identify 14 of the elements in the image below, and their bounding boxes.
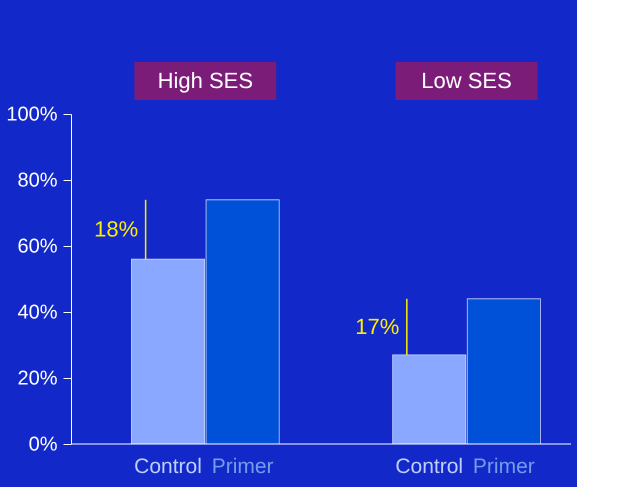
y-tick-label: 60% [17, 236, 58, 258]
x-tick-label: Control [134, 455, 202, 478]
x-tick-label: Primer [212, 455, 274, 478]
y-tick-label: 40% [17, 302, 58, 324]
annotation: 17% [355, 314, 400, 339]
y-tick-label: 100% [6, 104, 58, 126]
text: High SES [158, 68, 254, 93]
y-tick-label: 20% [17, 368, 58, 390]
annotation: 18% [94, 216, 138, 242]
text: Low SES [421, 68, 512, 93]
x-tick-label: Control [395, 455, 464, 478]
y-tick-label: 0% [28, 434, 58, 456]
y-tick-label: 80% [17, 170, 58, 192]
x-tick-label: Primer [472, 455, 535, 478]
